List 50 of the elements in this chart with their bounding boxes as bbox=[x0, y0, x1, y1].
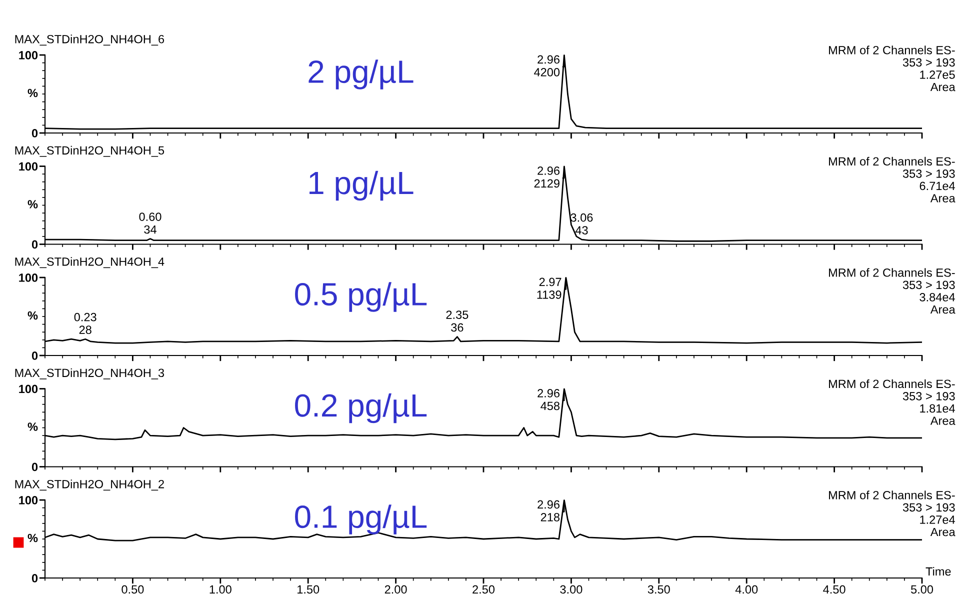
x-tick-label: 2.50 bbox=[472, 585, 495, 594]
chart-title: MAX_STDinH2O_NH4OH_4 bbox=[15, 257, 164, 268]
y-axis-title: % bbox=[28, 88, 38, 98]
annotation: MRM of 2 Channels ES- 353 > 193 1.27e5 Area bbox=[829, 46, 956, 92]
annotation: 3.06 43 bbox=[570, 213, 593, 234]
x-tick-label: 4.00 bbox=[735, 585, 758, 594]
chart-title: MAX_STDinH2O_NH4OH_3 bbox=[15, 368, 164, 380]
y-tick-label: 100 bbox=[19, 496, 38, 504]
chart-subtitle: 0.5 pg/µL bbox=[295, 282, 427, 312]
chart-subtitle: 2 pg/µL bbox=[308, 60, 414, 90]
y-tick-label: 0 bbox=[32, 129, 38, 138]
annotation: 2.35 36 bbox=[446, 310, 468, 332]
chart-title: MAX_STDinH2O_NH4OH_5 bbox=[15, 146, 164, 157]
chart-subtitle: 0.1 pg/µL bbox=[295, 504, 427, 534]
x-tick-label: 3.00 bbox=[560, 585, 582, 594]
chart-title: MAX_STDinH2O_NH4OH_6 bbox=[15, 34, 164, 46]
y-axis-title: % bbox=[28, 311, 38, 320]
y-tick-label: 100 bbox=[19, 274, 38, 282]
annotation: 0.23 28 bbox=[74, 312, 96, 334]
annotation: MRM of 2 Channels ES- 353 > 193 1.81e4 Area bbox=[829, 379, 956, 425]
annotation: 2.96 2129 bbox=[534, 166, 560, 188]
annotation: 2.96 458 bbox=[538, 389, 560, 410]
annotation: 2.96 218 bbox=[538, 500, 560, 522]
y-axis-title: % bbox=[28, 422, 38, 431]
x-tick-label: 1.00 bbox=[210, 585, 232, 594]
y-axis-title: % bbox=[28, 200, 38, 208]
annotation: 0.60 34 bbox=[139, 212, 162, 234]
x-tick-label: 2.00 bbox=[384, 585, 407, 594]
y-tick-label: 0 bbox=[32, 352, 38, 360]
x-tick-label: 4.50 bbox=[823, 585, 846, 594]
x-tick-label: 5.00 bbox=[910, 585, 934, 594]
y-tick-label: 0 bbox=[32, 240, 38, 249]
chart-subtitle: 1 pg/µL bbox=[310, 170, 414, 201]
y-tick-label: 0 bbox=[32, 574, 38, 582]
chart-subtitle: 0.2 pg/µL bbox=[295, 393, 427, 424]
y-axis-title: % bbox=[28, 534, 38, 542]
y-tick-label: 100 bbox=[19, 162, 38, 171]
y-tick-label: 0 bbox=[32, 462, 38, 472]
chart-title: MAX_STDinH2O_NH4OH_2 bbox=[15, 480, 164, 491]
annotation: MRM of 2 Channels ES- 353 > 193 3.84e4 Area bbox=[829, 268, 956, 314]
annotation: 2.96 4200 bbox=[534, 55, 560, 76]
y-tick-label: 100 bbox=[19, 384, 38, 394]
x-tick-label: 1.50 bbox=[298, 585, 320, 594]
x-tick-label: 0.50 bbox=[122, 585, 144, 594]
annotation: MRM of 2 Channels ES- 353 > 193 1.27e4 Area bbox=[829, 490, 956, 536]
x-tick-label: 3.50 bbox=[648, 585, 670, 594]
annotation: 2.97 1139 bbox=[537, 278, 562, 299]
annotation: MRM of 2 Channels ES- 353 > 193 6.71e4 Area bbox=[829, 156, 956, 202]
y-tick-label: 100 bbox=[19, 51, 38, 60]
x-axis-title: Time bbox=[926, 566, 951, 576]
